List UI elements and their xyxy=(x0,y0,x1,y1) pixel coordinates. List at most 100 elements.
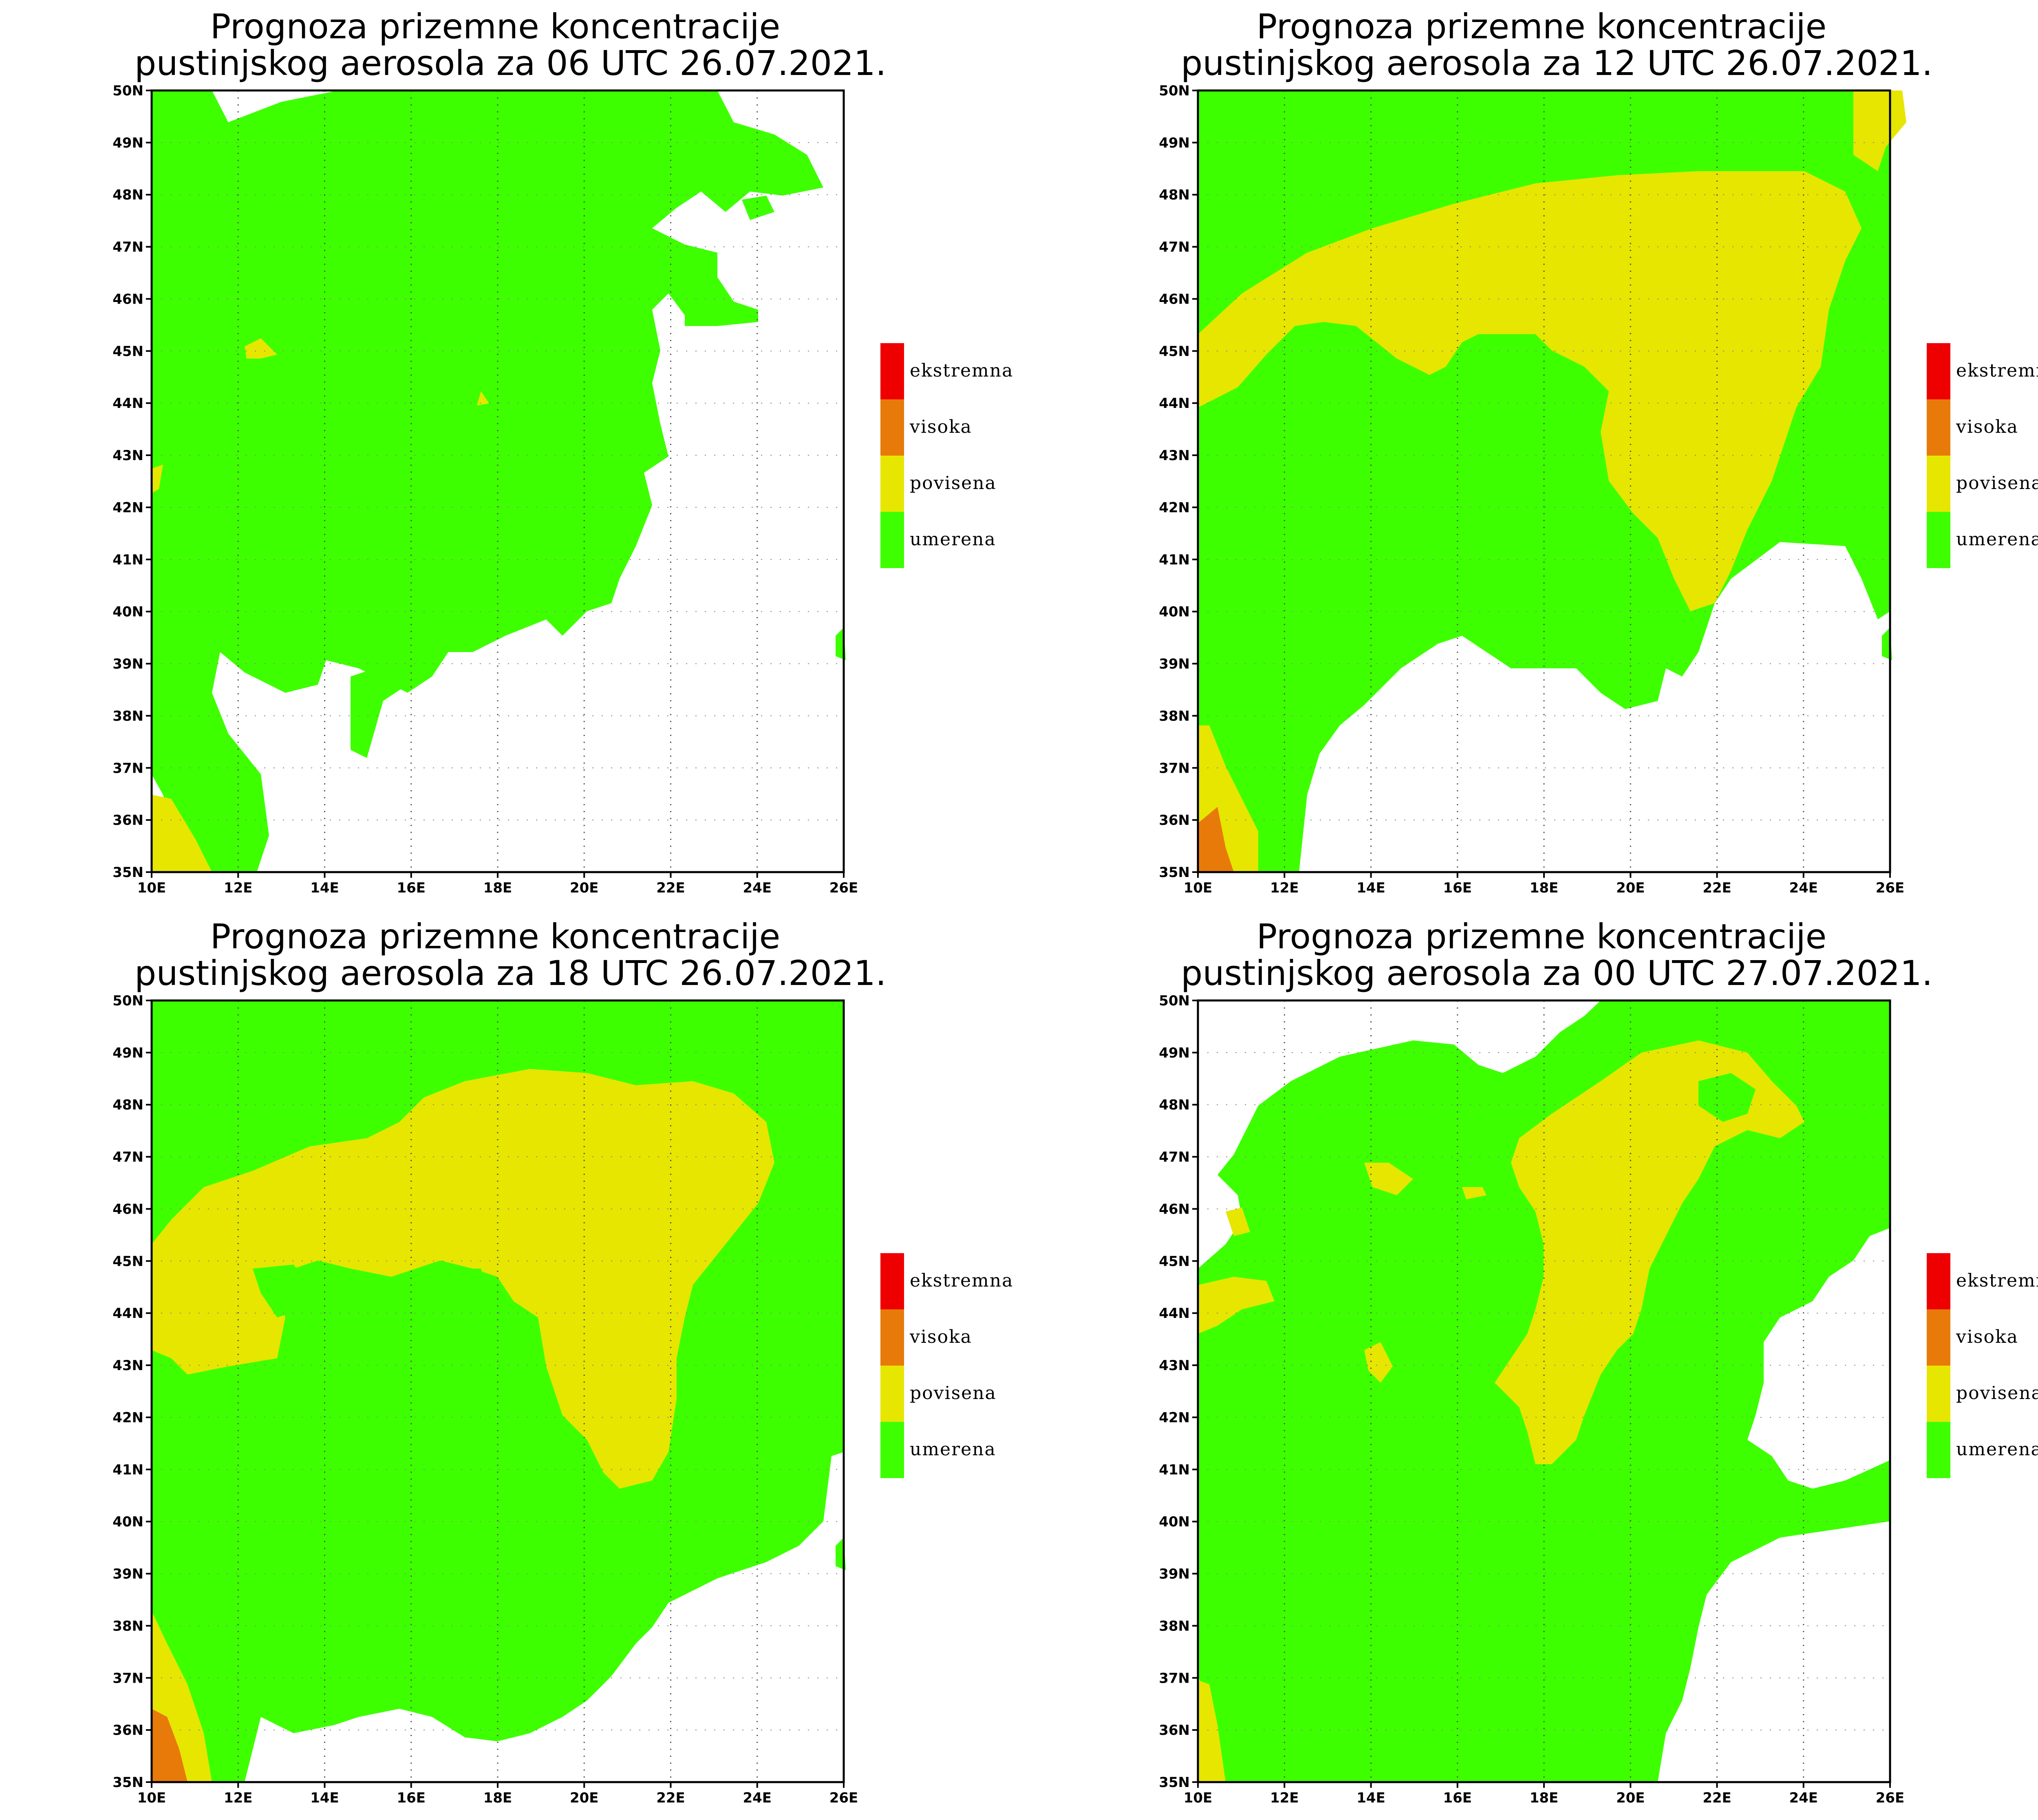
forecast-map: 10E 12E 14E 16E 18E 20E 22E 24E 26E 50N 49N 48N 47N 4… xyxy=(1159,993,1905,1806)
y-tick-label: 39N xyxy=(1159,656,1190,672)
y-tick-label: 44N xyxy=(1159,395,1190,412)
legend-swatch-umerena xyxy=(1927,1422,1950,1478)
x-tick-label: 26E xyxy=(829,1790,858,1806)
y-tick-label: 45N xyxy=(112,343,143,359)
y-tick-label: 50N xyxy=(112,993,143,1009)
x-tick-label: 12E xyxy=(1270,1790,1299,1806)
y-tick-label: 49N xyxy=(112,135,143,151)
legend-swatch-umerena xyxy=(880,512,904,568)
legend-label-ekstremna: ekstremna xyxy=(1956,1270,2038,1291)
y-tick-label: 42N xyxy=(112,500,143,516)
y-tick-label: 43N xyxy=(1159,447,1190,464)
legend-label-ekstremna: ekstremna xyxy=(1956,360,2038,381)
legend-swatch-visoka xyxy=(880,1309,904,1366)
concentration-fill xyxy=(152,1000,846,1782)
y-tick-label: 44N xyxy=(112,395,143,412)
y-tick-label: 45N xyxy=(1159,343,1190,359)
x-tick-label: 16E xyxy=(397,1790,426,1806)
x-tick-label: 12E xyxy=(1270,880,1299,896)
y-tick-label: 37N xyxy=(1159,760,1190,776)
x-tick-label: 10E xyxy=(137,1790,166,1806)
x-tick-label: 18E xyxy=(1530,1790,1559,1806)
y-tick-label: 44N xyxy=(112,1305,143,1322)
y-tick-label: 47N xyxy=(1159,1149,1190,1166)
map-panel-1: Prognoza prizemne koncentracije pustinjs… xyxy=(0,0,1046,910)
panel-title-line1: Prognoza prizemne koncentracije xyxy=(210,7,781,46)
y-tick-label: 50N xyxy=(112,83,143,99)
legend-swatch-ekstremna xyxy=(880,343,904,399)
y-tick-label: 37N xyxy=(1159,1670,1190,1686)
x-tick-label: 26E xyxy=(1876,880,1905,896)
y-tick-label: 46N xyxy=(1159,1201,1190,1217)
x-tick-label: 12E xyxy=(224,880,253,896)
x-tick-label: 22E xyxy=(1703,880,1731,896)
panel-title-line1: Prognoza prizemne koncentracije xyxy=(1256,917,1827,956)
x-tick-label: 22E xyxy=(1703,1790,1731,1806)
y-tick-label: 35N xyxy=(1159,1774,1190,1791)
forecast-map: 10E 12E 14E 16E 18E 20E 22E 24E 26E 50N 49N 48N 47N 4… xyxy=(1159,83,1906,896)
legend-label-povisena: povisena xyxy=(1956,473,2038,494)
x-tick-label: 16E xyxy=(1443,1790,1472,1806)
y-tick-label: 48N xyxy=(1159,187,1190,203)
x-tick-label: 24E xyxy=(1789,1790,1818,1806)
concentration-fill xyxy=(152,90,846,872)
x-tick-label: 18E xyxy=(1530,880,1559,896)
y-tick-label: 41N xyxy=(1159,1462,1190,1478)
y-tick-label: 37N xyxy=(112,1670,143,1686)
legend-swatch-ekstremna xyxy=(1927,343,1950,399)
legend-swatch-povisena xyxy=(880,1366,904,1422)
y-tick-label: 40N xyxy=(1159,1514,1190,1530)
legend-label-visoka: visoka xyxy=(910,416,972,437)
legend-swatch-visoka xyxy=(1927,1309,1950,1366)
map-panel-2: Prognoza prizemne koncentracije pustinjs… xyxy=(1046,0,2038,910)
legend-label-umerena: umerena xyxy=(1956,1439,2038,1460)
y-tick-label: 47N xyxy=(1159,239,1190,256)
y-tick-label: 39N xyxy=(1159,1566,1190,1582)
x-tick-label: 10E xyxy=(1184,880,1213,896)
concentration-fill xyxy=(1198,1000,1890,1782)
x-tick-label: 14E xyxy=(1356,1790,1385,1806)
y-tick-label: 39N xyxy=(112,1566,143,1582)
x-tick-label: 10E xyxy=(137,880,166,896)
panel-title-line1: Prognoza prizemne koncentracije xyxy=(1256,7,1827,46)
graticule xyxy=(152,90,844,872)
x-tick-label: 24E xyxy=(743,1790,772,1806)
x-tick-label: 12E xyxy=(224,1790,253,1806)
y-tick-label: 42N xyxy=(1159,1410,1190,1426)
y-tick-label: 44N xyxy=(1159,1305,1190,1322)
y-tick-label: 43N xyxy=(1159,1357,1190,1374)
y-tick-label: 48N xyxy=(112,1097,143,1113)
graticule xyxy=(152,1000,844,1782)
x-tick-label: 20E xyxy=(570,880,599,896)
legend-swatch-umerena xyxy=(880,1422,904,1478)
x-tick-label: 26E xyxy=(1876,1790,1905,1806)
y-tick-label: 49N xyxy=(1159,1045,1190,1061)
legend-label-umerena: umerena xyxy=(910,1439,996,1460)
legend-swatch-povisena xyxy=(1927,456,1950,512)
y-tick-label: 35N xyxy=(112,864,143,881)
legend-swatch-povisena xyxy=(1927,1366,1950,1422)
y-tick-label: 38N xyxy=(1159,708,1190,724)
legend-label-umerena: umerena xyxy=(910,529,996,550)
y-tick-label: 49N xyxy=(1159,135,1190,151)
concentration-fill xyxy=(1198,90,1906,872)
panel-title-line1: Prognoza prizemne koncentracije xyxy=(210,917,781,956)
y-tick-label: 46N xyxy=(112,291,143,307)
y-tick-label: 36N xyxy=(112,812,143,828)
x-tick-label: 18E xyxy=(483,880,512,896)
y-tick-label: 40N xyxy=(112,604,143,620)
panel-title-line2: pustinjskog aerosola za 12 UTC 26.07.202… xyxy=(1181,43,1933,83)
y-tick-label: 50N xyxy=(1159,83,1190,99)
x-tick-label: 14E xyxy=(310,1790,339,1806)
legend-label-ekstremna: ekstremna xyxy=(910,360,1014,381)
legend-label-visoka: visoka xyxy=(1956,1326,2018,1347)
y-tick-label: 46N xyxy=(1159,291,1190,307)
y-tick-label: 43N xyxy=(112,1357,143,1374)
x-tick-label: 14E xyxy=(1356,880,1385,896)
forecast-map: 10E 12E 14E 16E 18E 20E 22E 24E 26E 50N 49N 48N 47N 4… xyxy=(112,993,858,1806)
y-tick-label: 35N xyxy=(112,1774,143,1791)
legend-swatch-visoka xyxy=(880,399,904,456)
map-panel-3: Prognoza prizemne koncentracije pustinjs… xyxy=(0,910,1046,1820)
y-tick-label: 42N xyxy=(1159,500,1190,516)
x-tick-label: 24E xyxy=(743,880,772,896)
